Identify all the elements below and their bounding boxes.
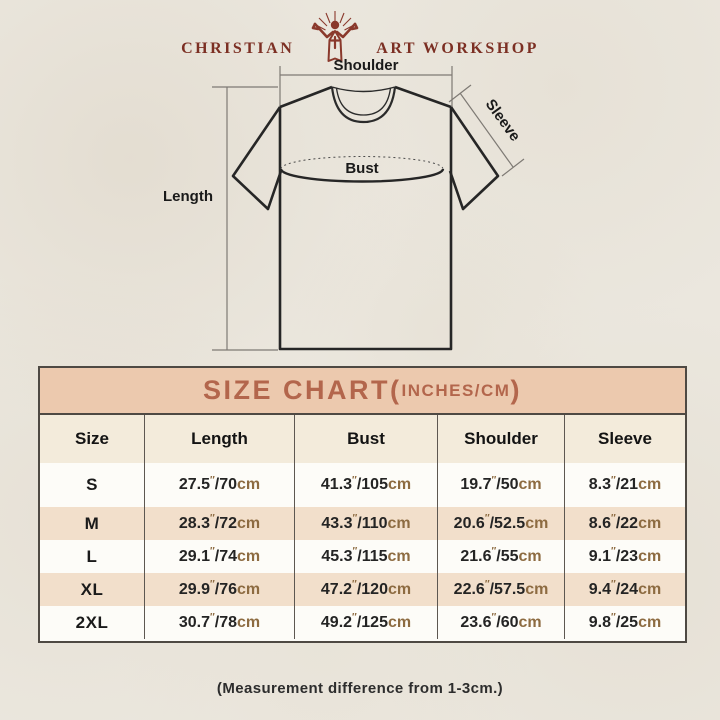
size-chart-rows: S 27.5 ″/70 cm 41.3 ″/105 cm 19.7 ″/50 cm 8.3 ″/21 c… (40, 463, 685, 639)
measurement-cell: 22.6 ″/57.5 cm (438, 573, 565, 606)
measurement-cell: 9.1 ″/23 cm (588, 546, 662, 565)
measurement-cell: 43.3 ″/110 cm (295, 507, 438, 540)
measurement-cell: 47.2 ″/120 cm (295, 573, 438, 606)
measurement-cell: 29.1 ″/74 cm (145, 540, 295, 573)
measurement-cell: 8.3 ″/21 cm (588, 474, 662, 494)
length-label: Length (163, 188, 213, 205)
measurement-cell: 29.9 ″/76 cm (145, 573, 295, 606)
column-header-sleeve: Sleeve (598, 429, 652, 448)
size-chart-title-units: INCHES/CM (401, 380, 511, 400)
measurement-cell: 20.6 ″/52.5 cm (438, 507, 565, 540)
measurement-cell: 28.3 ″/72 cm (145, 507, 295, 540)
measurement-cell: 21.6 ″/55 cm (438, 540, 565, 573)
measurement-cell: 45.3 ″/115 cm (295, 540, 438, 573)
measurement-note: (Measurement difference from 1-3cm.) (216, 680, 504, 697)
measurement-cell: 19.7 ″/50 cm (438, 463, 565, 507)
bust-line (279, 156, 445, 183)
tshirt-measurement-diagram: Shoulder Length Bust Sleeve (163, 57, 525, 351)
column-header-row: Size Length Bust Shoulder Sleeve (40, 415, 685, 463)
size-chart-table: SIZE CHART(INCHES/CM) Size Length Bust S… (38, 366, 687, 643)
column-header-length: Length (145, 415, 295, 463)
table-row-m: M 28.3 ″/72 cm 43.3 ″/110 cm 20.6 ″/52.5 cm 8.6 ″/2… (40, 507, 685, 540)
size-label: 2XL (40, 606, 145, 639)
measurement-cell: 27.5 ″/70 cm (145, 463, 295, 507)
column-header-size: Size (40, 415, 145, 463)
measurement-cell: 8.6 ″/22 cm (588, 513, 662, 532)
size-chart-title: SIZE CHART( (203, 375, 402, 405)
brand-name-left: CHRISTIAN (181, 40, 295, 57)
table-row-s: S 27.5 ″/70 cm 41.3 ″/105 cm 19.7 ″/50 cm 8.3 ″/21 c… (40, 463, 685, 507)
column-header-bust: Bust (295, 415, 438, 463)
table-row-l: L 29.1 ″/74 cm 45.3 ″/115 cm 21.6 ″/55 cm 9.1 ″/23 c… (40, 540, 685, 573)
table-row-2xl: 2XL 30.7 ″/78 cm 49.2 ″/125 cm 23.6 ″/60 cm 9.8 ″/2… (40, 606, 685, 639)
brand-name-right: ART WORKSHOP (376, 40, 539, 57)
size-label: L (40, 540, 145, 573)
shoulder-label: Shoulder (333, 57, 398, 74)
collar (330, 86, 397, 124)
column-header-shoulder: Shoulder (438, 415, 565, 463)
sleeve-label: Sleeve (482, 96, 524, 144)
size-chart-title-close: ) (510, 375, 522, 405)
measurement-cell: 9.4 ″/24 cm (588, 579, 662, 598)
jesus-rays-icon (311, 11, 359, 62)
bust-label: Bust (345, 160, 378, 177)
size-label: S (40, 463, 145, 507)
tshirt-outline (231, 85, 500, 351)
brand-header: CHRISTIAN (0, 6, 720, 64)
size-label: M (40, 507, 145, 540)
dimension-lines (212, 66, 525, 351)
size-chart-title-band: SIZE CHART(INCHES/CM) (40, 368, 685, 415)
size-label: XL (40, 573, 145, 606)
measurement-cell: 23.6 ″/60 cm (438, 606, 565, 639)
table-row-xl: XL 29.9 ″/76 cm 47.2 ″/120 cm 22.6 ″/57.5 cm 9.4 ″ /… (40, 573, 685, 606)
measurement-cell: 49.2 ″/125 cm (295, 606, 438, 639)
measurement-cell: 30.7 ″/78 cm (145, 606, 295, 639)
measurement-cell: 41.3 ″/105 cm (295, 463, 438, 507)
measurement-cell: 9.8 ″/25 cm (588, 612, 662, 631)
